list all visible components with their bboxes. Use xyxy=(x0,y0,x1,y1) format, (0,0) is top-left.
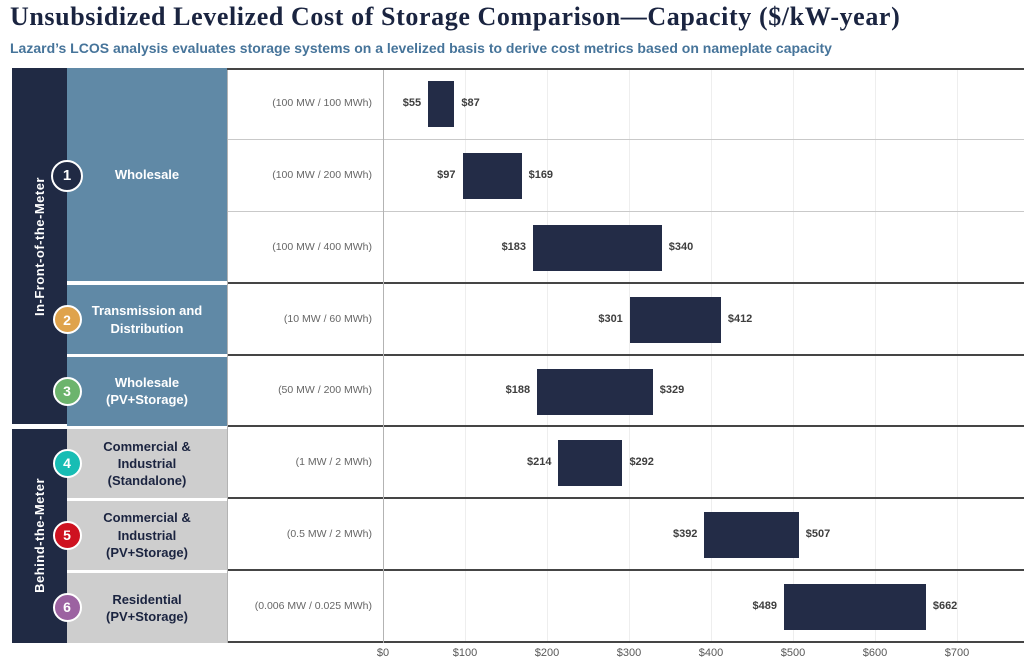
cost-range-bar xyxy=(704,512,799,559)
low-value-label: $55 xyxy=(402,97,422,110)
x-axis-tick-label: $300 xyxy=(616,647,642,659)
low-value-label: $183 xyxy=(501,240,527,253)
table-row: (0.5 MW / 2 MWh) $392 $507 xyxy=(227,499,1024,572)
capacity-label: (0.5 MW / 2 MWh) xyxy=(286,528,372,541)
cost-range-bar xyxy=(629,296,721,343)
x-axis-tick-label: $200 xyxy=(534,647,560,659)
cost-range-bar xyxy=(462,152,522,199)
plot-cell: $214 $292 xyxy=(383,427,1024,497)
plot-cell: $301 $412 xyxy=(383,284,1024,354)
plot-cell: $392 $507 xyxy=(383,499,1024,569)
low-value-label: $188 xyxy=(505,384,531,397)
high-value-label: $292 xyxy=(629,456,654,469)
capacity-label: (100 MW / 400 MWh) xyxy=(272,240,372,253)
capacity-label: (10 MW / 60 MWh) xyxy=(283,312,372,325)
category-label: Transmission and Distribution xyxy=(91,303,203,336)
plot-area-left-border xyxy=(383,68,384,643)
category-number: 4 xyxy=(63,455,71,472)
page-subtitle: Lazard’s LCOS analysis evaluates storage… xyxy=(10,40,832,56)
high-value-label: $87 xyxy=(461,97,480,110)
category-cell: Transmission and Distribution xyxy=(67,285,227,354)
category-label: Commercial & Industrial (Standalone) xyxy=(103,438,191,488)
cost-range-bar xyxy=(428,81,455,127)
table-row: (50 MW / 200 MWh) $188 $329 xyxy=(227,356,1024,428)
category-number: 5 xyxy=(63,527,71,544)
table-row: (100 MW / 100 MWh) $55 $87 xyxy=(227,68,1024,140)
low-value-label: $97 xyxy=(437,169,456,182)
gridline xyxy=(547,68,548,643)
high-value-label: $662 xyxy=(932,600,958,613)
cost-range-bar xyxy=(537,368,653,415)
high-value-label: $412 xyxy=(727,312,753,325)
high-value-label: $169 xyxy=(528,169,554,182)
low-value-label: $214 xyxy=(526,456,552,469)
capacity-label: (50 MW / 200 MWh) xyxy=(278,384,372,397)
capacity-column-left-border xyxy=(227,68,228,643)
category-number: 1 xyxy=(62,167,72,185)
x-axis-tick-label: $700 xyxy=(944,647,970,659)
table-row: (100 MW / 200 MWh) $97 $169 xyxy=(227,140,1024,212)
category-number: 3 xyxy=(63,383,71,400)
category-cell: Wholesale (PV+Storage) xyxy=(67,357,227,426)
table-row: (0.006 MW / 0.025 MWh) $489 $662 xyxy=(227,571,1024,643)
x-axis-tick-label: $100 xyxy=(452,647,478,659)
category-number: 6 xyxy=(63,599,71,616)
category-label: Commercial & Industrial (PV+Storage) xyxy=(103,510,191,560)
category-cell: Wholesale xyxy=(67,68,227,281)
category-cell: Commercial & Industrial (Standalone) xyxy=(67,428,227,498)
capacity-label: (1 MW / 2 MWh) xyxy=(295,456,372,469)
category-label: Wholesale xyxy=(114,166,180,182)
cost-range-bar xyxy=(533,224,662,271)
plot-cell: $55 $87 xyxy=(383,68,1024,139)
low-value-label: $301 xyxy=(598,312,623,325)
gridline xyxy=(793,68,794,643)
high-value-label: $340 xyxy=(668,240,694,253)
capacity-label: (100 MW / 200 MWh) xyxy=(272,169,372,182)
meter-group-label: Behind-the-Meter xyxy=(32,478,47,594)
plot-cell: $188 $329 xyxy=(383,356,1024,426)
plot-cell: $97 $169 xyxy=(383,140,1024,211)
plot-cell: $183 $340 xyxy=(383,212,1024,282)
table-row: (1 MW / 2 MWh) $214 $292 xyxy=(227,427,1024,500)
category-number-badge: 2 xyxy=(52,305,82,335)
table-top-border xyxy=(227,68,1024,70)
cost-range-bar xyxy=(558,440,623,487)
capacity-label: (0.006 MW / 0.025 MWh) xyxy=(254,600,372,613)
category-label: Residential (PV+Storage) xyxy=(106,591,188,624)
x-axis-tick-label: $400 xyxy=(698,647,724,659)
meter-group-label: In-Front-of-the-Meter xyxy=(32,176,47,316)
gridline xyxy=(711,68,712,643)
high-value-label: $507 xyxy=(805,528,831,541)
table-row: (100 MW / 400 MWh) $183 $340 xyxy=(227,212,1024,284)
category-number-badge: 4 xyxy=(52,448,82,478)
gridline xyxy=(875,68,876,643)
category-cell: Commercial & Industrial (PV+Storage) xyxy=(67,500,227,570)
gridline xyxy=(957,68,958,643)
low-value-label: $489 xyxy=(752,600,777,613)
gridline xyxy=(465,68,466,643)
x-axis-tick-label: $600 xyxy=(862,647,888,659)
category-label: Wholesale (PV+Storage) xyxy=(106,375,188,408)
x-axis-tick-label: $500 xyxy=(780,647,806,659)
cost-range-bar xyxy=(783,584,926,631)
plot-cell: $489 $662 xyxy=(383,571,1024,641)
x-axis-tick-label: $0 xyxy=(376,647,390,659)
category-number-badge: 5 xyxy=(52,520,82,550)
table-row: (10 MW / 60 MWh) $301 $412 xyxy=(227,284,1024,356)
meter-group-in-front-of-the-meter: In-Front-of-the-Meter xyxy=(12,68,67,425)
category-number: 2 xyxy=(63,311,71,328)
lcos-table: In-Front-of-the-Meter Behind-the-Meter Who… xyxy=(12,68,1024,643)
gridline xyxy=(629,68,630,643)
low-value-label: $392 xyxy=(672,528,698,541)
high-value-label: $329 xyxy=(659,384,685,397)
category-number-badge: 3 xyxy=(52,376,82,406)
capacity-label: (100 MW / 100 MWh) xyxy=(272,97,372,110)
page-title: Unsubsidized Levelized Cost of Storage C… xyxy=(10,2,901,31)
category-number-badge: 6 xyxy=(52,592,82,622)
category-cell: Residential (PV+Storage) xyxy=(67,572,227,643)
category-number-badge: 1 xyxy=(51,159,83,192)
